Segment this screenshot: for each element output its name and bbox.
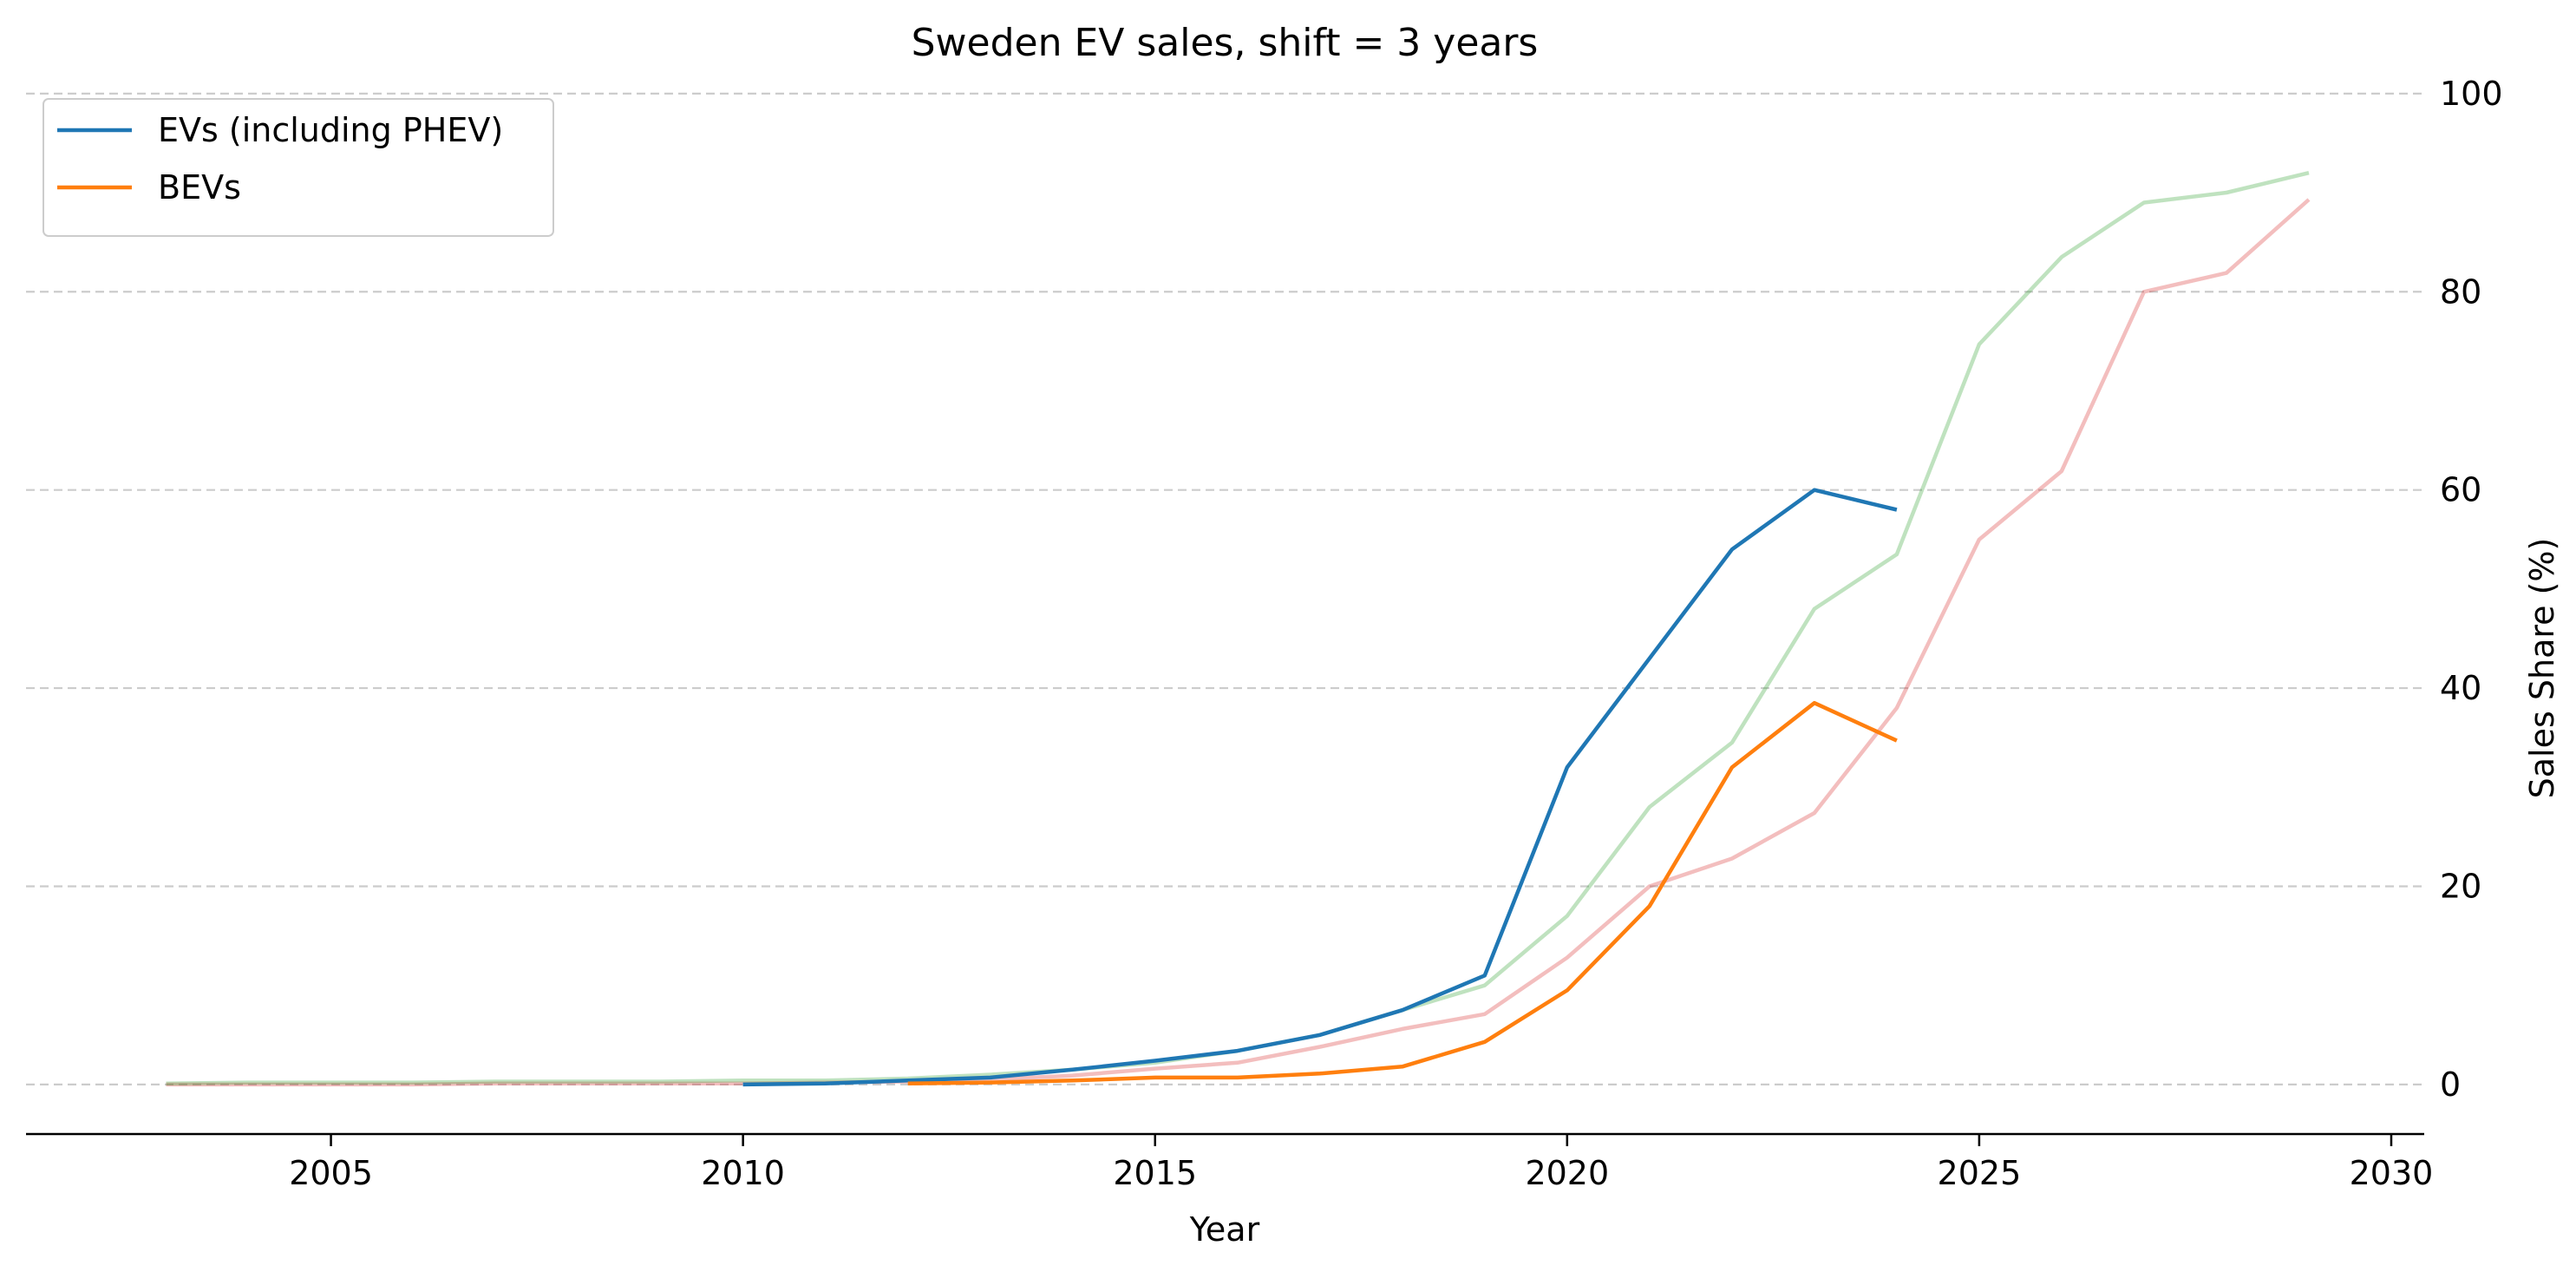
x-tick-label-2020: 2020	[1525, 1154, 1609, 1192]
series-line-evs-including-phev	[742, 488, 1898, 1087]
x-tick-label-2030: 2030	[2350, 1154, 2434, 1192]
legend-label-bevs: BEVs	[158, 168, 241, 207]
x-tick-label-2025: 2025	[1938, 1154, 2022, 1192]
series-layer	[166, 171, 2311, 1087]
y-tick-label-40: 40	[2440, 669, 2481, 707]
y-tick-label-100: 100	[2440, 75, 2503, 113]
grid-lines	[26, 92, 2424, 1085]
y-axis-label: Sales Share (%)	[2523, 538, 2561, 799]
y-tick-label-80: 80	[2440, 272, 2481, 311]
x-tick-label-2005: 2005	[289, 1154, 373, 1192]
legend-box	[42, 98, 554, 237]
y-tick-label-20: 20	[2440, 867, 2481, 905]
y-tick-label-60: 60	[2440, 471, 2481, 509]
axes: 2005 2010 2015 2020 2025 2030 0 20 40 60 80 100	[26, 75, 2503, 1192]
series-line-faded-3	[166, 198, 2311, 1087]
series-line-bevs	[907, 700, 1898, 1086]
legend-label-evs-including-phev: EVs (including PHEV)	[158, 111, 503, 149]
x-tick-label-2010: 2010	[701, 1154, 785, 1192]
x-axis-label: Year	[1189, 1210, 1260, 1249]
legend: EVs (including PHEV) BEVs	[42, 98, 554, 237]
y-tick-label-0: 0	[2440, 1065, 2461, 1104]
chart-title: Sweden EV sales, shift = 3 years	[912, 21, 1539, 65]
x-tick-label-2015: 2015	[1113, 1154, 1197, 1192]
series-line-faded-2	[166, 171, 2310, 1086]
